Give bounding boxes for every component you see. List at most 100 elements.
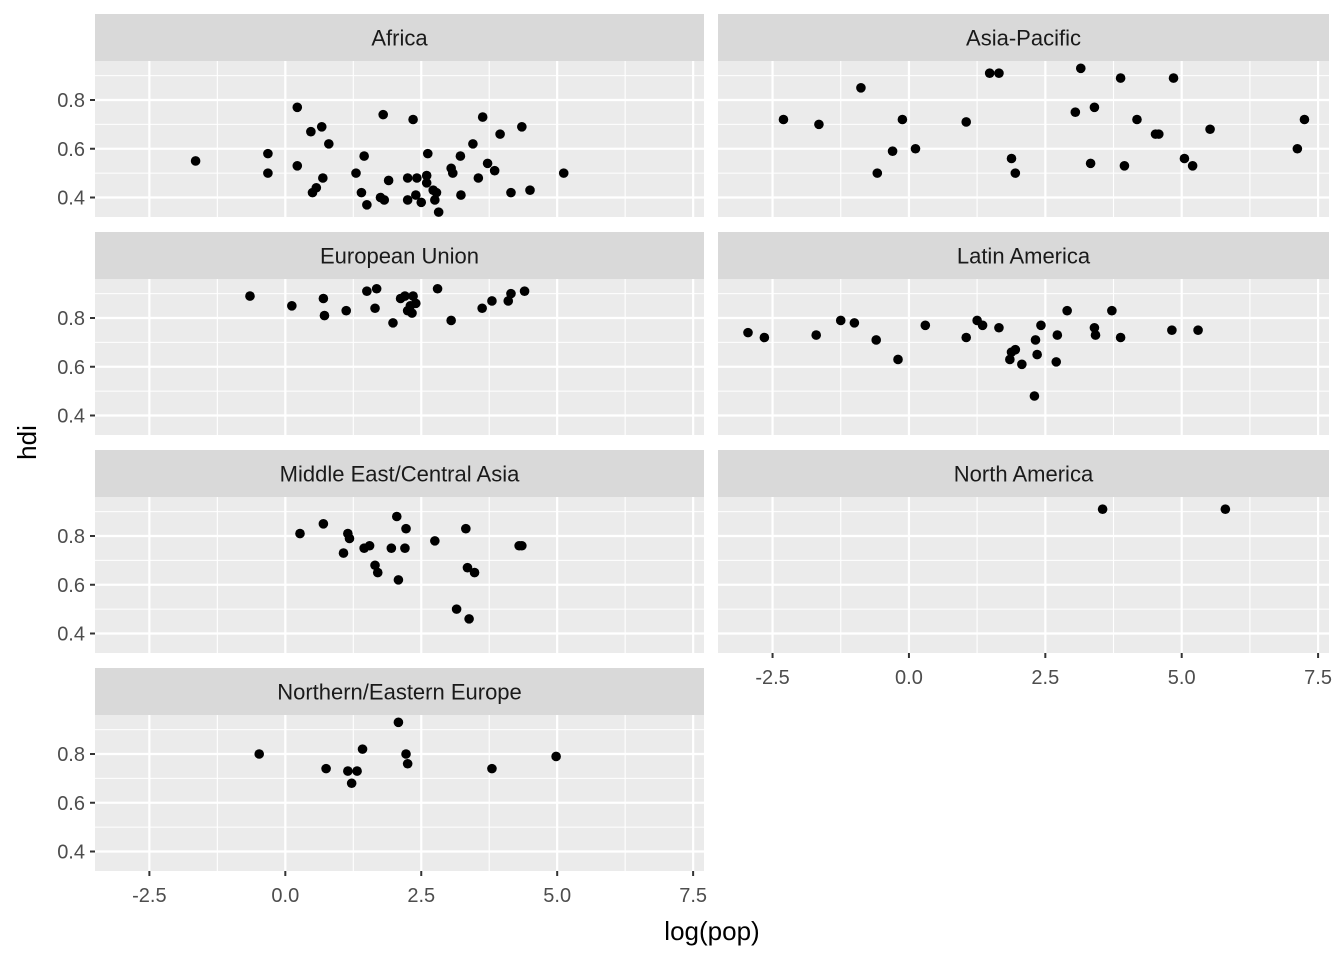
data-point — [473, 173, 484, 183]
data-point — [446, 315, 456, 326]
data-point — [416, 197, 427, 208]
x-tick-label: 7.5 — [1304, 667, 1332, 689]
y-tick-label: 0.8 — [57, 744, 85, 766]
y-tick-label: 0.6 — [57, 793, 85, 815]
data-point — [464, 614, 474, 624]
data-point — [371, 283, 382, 294]
data-point — [295, 528, 305, 539]
data-point — [977, 320, 988, 331]
data-point — [1029, 391, 1040, 401]
data-point — [421, 178, 432, 188]
data-point — [451, 604, 462, 614]
data-point — [1036, 320, 1046, 331]
data-point — [503, 296, 514, 306]
data-point — [506, 288, 516, 299]
data-point — [461, 523, 471, 534]
facet-strip-label: Africa — [371, 26, 428, 51]
data-point — [430, 536, 440, 546]
data-point — [287, 301, 297, 311]
data-point — [378, 109, 388, 120]
data-point — [292, 161, 303, 171]
data-point — [897, 114, 908, 125]
data-point — [357, 744, 368, 754]
x-tick-label: 0.0 — [271, 885, 299, 907]
data-point — [1153, 129, 1164, 139]
facet-strip — [718, 14, 1329, 61]
data-point — [456, 190, 466, 200]
data-point — [477, 303, 487, 314]
data-point — [370, 303, 380, 314]
data-point — [292, 102, 303, 113]
panel-background — [95, 279, 704, 435]
data-point — [1005, 354, 1015, 365]
facet-strip-label: Northern/Eastern Europe — [277, 680, 522, 705]
data-point — [316, 122, 327, 132]
data-point — [1205, 124, 1215, 135]
x-axis-title: log(pop) — [664, 916, 759, 946]
data-point — [1220, 504, 1231, 514]
data-point — [1085, 158, 1096, 169]
x-tick-label: -2.5 — [755, 667, 789, 689]
data-point — [551, 751, 561, 762]
data-point — [893, 354, 903, 365]
data-point — [835, 315, 846, 326]
data-point — [359, 151, 369, 161]
facet-panel-north-america: North America — [718, 450, 1329, 653]
data-point — [351, 168, 361, 178]
data-point — [1006, 153, 1017, 164]
data-point — [447, 168, 458, 178]
data-point — [393, 717, 404, 728]
data-point — [430, 195, 440, 205]
data-point — [407, 308, 417, 318]
data-point — [254, 749, 265, 759]
data-point — [519, 286, 530, 296]
data-point — [341, 305, 352, 316]
y-tick-label: 0.8 — [57, 308, 85, 330]
data-point — [411, 190, 421, 200]
data-point — [469, 567, 480, 578]
data-point — [318, 173, 328, 183]
data-point — [1187, 161, 1198, 171]
data-point — [849, 318, 860, 328]
data-point — [311, 182, 322, 193]
data-point — [1292, 143, 1303, 154]
data-point — [984, 68, 995, 78]
data-point — [814, 119, 824, 130]
data-point — [379, 195, 390, 205]
data-point — [400, 291, 410, 301]
data-point — [370, 560, 380, 571]
facet-strip — [718, 232, 1329, 279]
data-point — [400, 543, 410, 553]
facet-panel-northern-eastern-europe: Northern/Eastern Europe 0.4 0.6 0.8 — [57, 668, 704, 871]
data-point — [431, 187, 442, 198]
x-tick-label: 5.0 — [1168, 667, 1196, 689]
y-tick-label: 0.6 — [57, 139, 85, 161]
data-point — [489, 165, 500, 176]
data-point — [872, 168, 883, 178]
data-point — [1090, 330, 1101, 340]
y-tick-label: 0.4 — [57, 624, 85, 646]
data-point — [408, 114, 418, 125]
data-point — [994, 68, 1004, 78]
x-axis-left: -2.5 0.0 2.5 5.0 7.5 — [132, 871, 707, 907]
data-point — [487, 296, 497, 306]
data-point — [920, 320, 931, 331]
data-point — [344, 533, 355, 544]
data-point — [1107, 305, 1117, 316]
facet-strip-label: Asia-Pacific — [966, 26, 1081, 51]
data-point — [887, 146, 898, 156]
data-point — [352, 766, 362, 776]
facet-strip-label: North America — [954, 462, 1094, 487]
data-point — [1179, 153, 1190, 164]
panel-background — [95, 715, 704, 871]
panel-background — [718, 279, 1329, 435]
data-point — [318, 519, 329, 529]
data-point — [433, 207, 444, 217]
data-point — [455, 151, 466, 161]
data-point — [1017, 359, 1027, 370]
data-point — [324, 139, 334, 149]
data-point — [1132, 114, 1142, 125]
data-point — [462, 562, 473, 573]
facet-strip-label: Latin America — [957, 244, 1091, 269]
